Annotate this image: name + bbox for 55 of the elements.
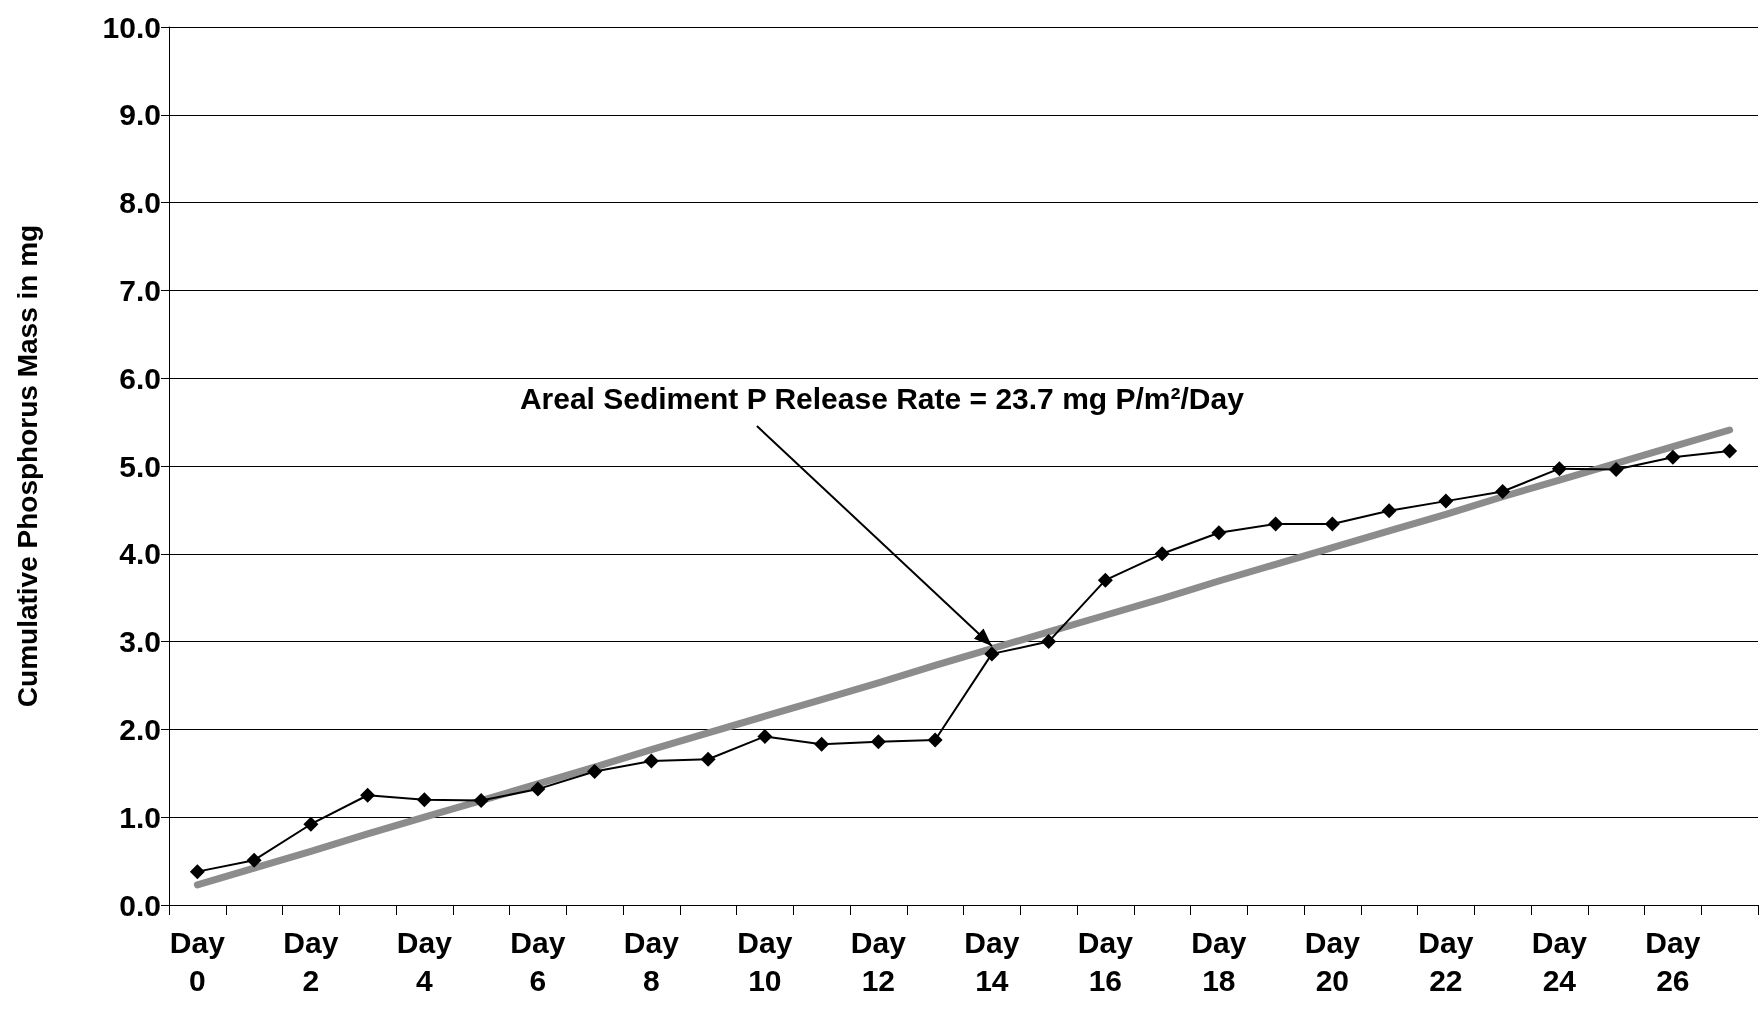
x-tick-label: Day 8	[623, 925, 680, 997]
point	[246, 852, 262, 868]
x-tick-label: Day 24	[1531, 925, 1588, 997]
x-tick-label: Day 14	[964, 925, 1020, 997]
point	[757, 728, 773, 744]
y-tick-label: 7.0	[119, 273, 161, 307]
point	[1324, 516, 1340, 532]
y-tick-label: 10.0	[102, 10, 161, 44]
point	[303, 816, 319, 832]
x-tick-label: Day 22	[1418, 925, 1474, 997]
y-tick-label: 1.0	[119, 800, 161, 834]
y-tick-label: 0.0	[119, 888, 161, 922]
point	[1381, 503, 1397, 519]
y-axis-title: Cumulative Phosphorus Mass in mg	[11, 224, 43, 708]
point	[587, 764, 603, 780]
x-tick-label: Day 26	[1645, 925, 1701, 997]
point	[1722, 443, 1738, 459]
x-tick-label: Day 18	[1191, 925, 1247, 997]
x-tick-label: Day 16	[1077, 925, 1134, 997]
x-tick-label: Day 0	[169, 925, 226, 997]
point	[643, 753, 659, 769]
annotation: Areal Sediment P Release Rate = 23.7 mg P/m²/Day	[519, 381, 1244, 416]
point	[1551, 461, 1567, 477]
point	[1154, 546, 1170, 562]
x-tick-label: Day 10	[737, 925, 793, 997]
y-tick-label: 9.0	[119, 98, 161, 132]
x-tick-label: Day 12	[850, 925, 907, 997]
point	[700, 751, 716, 767]
point	[870, 734, 886, 750]
point	[984, 646, 1000, 662]
y-tick-label: 5.0	[119, 449, 161, 483]
y-tick-label: 8.0	[119, 186, 161, 220]
point	[530, 781, 546, 797]
x-tick-label: Day 20	[1304, 925, 1361, 997]
point	[814, 736, 830, 752]
point	[1438, 493, 1454, 509]
point	[360, 787, 376, 803]
x-tick-label: Day 2	[283, 925, 339, 997]
x-tick-label: Day 6	[510, 925, 566, 997]
point	[1495, 483, 1511, 499]
point	[1211, 525, 1227, 541]
point	[1665, 449, 1681, 465]
point	[1041, 634, 1057, 650]
point	[1097, 572, 1113, 588]
point	[1608, 462, 1624, 478]
x-tick-label: Day 4	[396, 925, 453, 997]
y-tick-label: 6.0	[119, 361, 161, 395]
point	[1268, 516, 1284, 532]
point	[416, 792, 432, 808]
y-tick-label: 4.0	[119, 537, 161, 571]
point	[189, 864, 205, 880]
point	[927, 732, 943, 748]
y-tick-label: 3.0	[119, 625, 161, 659]
point	[473, 793, 489, 809]
y-tick-label: 2.0	[119, 712, 161, 746]
